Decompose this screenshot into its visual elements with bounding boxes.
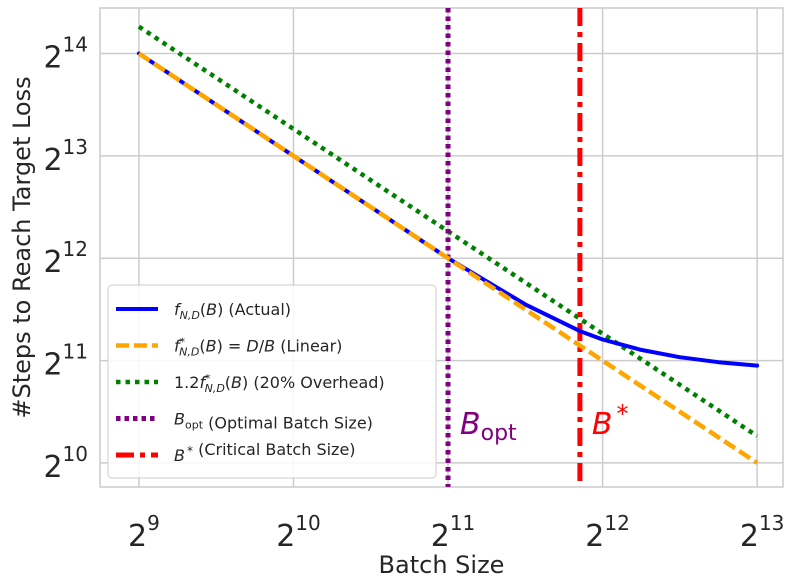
y-tick-label: 213 — [43, 135, 88, 178]
y-tick-label: 211 — [43, 340, 88, 383]
legend-label-actual: fN,D(B) (Actual) — [174, 300, 291, 322]
x-axis-label: Batch Size — [379, 551, 505, 579]
legend-label-bstar: B * (Critical Batch Size) — [174, 440, 356, 465]
y-tick-labels: 210 211 212 213 214 — [43, 33, 88, 485]
y-tick-label: 210 — [43, 442, 88, 485]
x-tick-label: 211 — [431, 511, 476, 554]
legend-label-bopt: Bopt (Optimal Batch Size) — [174, 410, 373, 433]
series-lines — [136, 8, 760, 487]
y-axis-label: #Steps to Reach Target Loss — [8, 76, 36, 418]
annotation-bopt: Bopt — [460, 407, 517, 446]
legend-box — [107, 284, 437, 479]
y-tick-label: 214 — [43, 33, 88, 76]
x-tick-label: 212 — [585, 511, 630, 554]
x-tick-label: 29 — [128, 511, 160, 554]
legend: fN,D(B) (Actual) f* N,D(B) = D/B (Linear) 1… — [107, 284, 437, 479]
y-tick-label: 212 — [43, 237, 88, 280]
plot-frame — [99, 7, 784, 488]
legend-label-overhead: 1.2f* N,D(B) (20% Overhead) — [174, 372, 385, 395]
series-linear-line — [137, 51, 759, 465]
x-tick-labels: 29 210 211 212 213 — [128, 511, 784, 554]
annotations: Bopt B * — [460, 400, 628, 446]
x-tick-label: 213 — [740, 511, 785, 554]
x-tick-label: 210 — [276, 511, 321, 554]
legend-label-linear: f* N,D(B) = D/B (Linear) — [174, 336, 342, 359]
annotation-bstar: B * — [592, 400, 629, 442]
